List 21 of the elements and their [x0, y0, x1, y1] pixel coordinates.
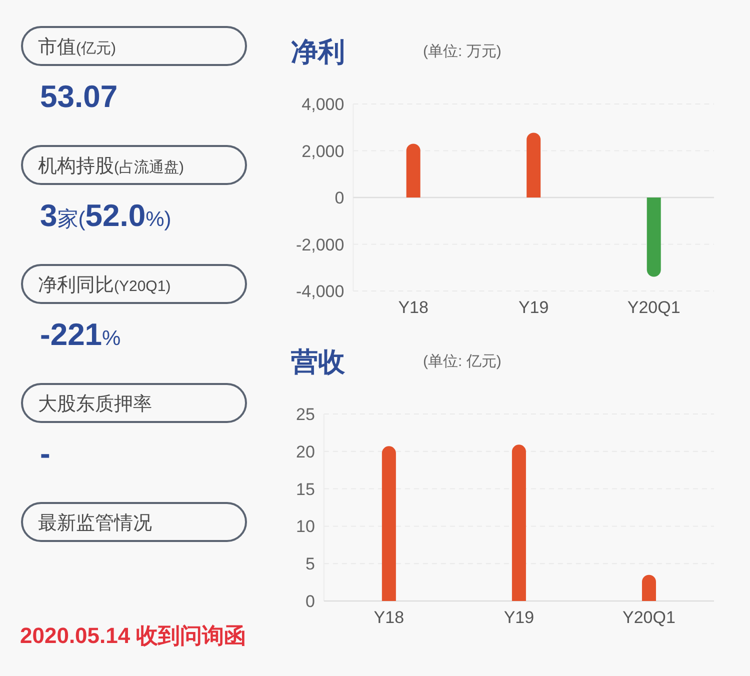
y-tick-label: -4,000 — [296, 282, 344, 301]
chart-subtitle: (单位: 亿元) — [423, 353, 502, 370]
y-tick-label: -2,000 — [296, 235, 344, 254]
y-tick-label: 5 — [305, 554, 315, 574]
y-tick-label: 25 — [296, 405, 315, 424]
chart-title: 营收 — [290, 347, 346, 377]
x-tick-label: Y18 — [398, 298, 428, 317]
y-tick-label: 10 — [296, 517, 315, 536]
x-tick-label: Y18 — [374, 608, 404, 627]
chart-title: 净利 — [291, 37, 345, 67]
y-tick-label: 0 — [305, 592, 315, 611]
chart-subtitle: (单位: 万元) — [423, 43, 502, 60]
x-tick-label: Y19 — [518, 298, 549, 317]
x-tick-label: Y19 — [504, 608, 534, 627]
y-tick-label: 15 — [296, 480, 315, 499]
y-tick-label: 20 — [296, 442, 315, 462]
y-tick-label: 4,000 — [302, 95, 344, 114]
x-tick-label: Y20Q1 — [622, 608, 676, 627]
x-tick-label: Y20Q1 — [627, 298, 680, 317]
y-tick-label: 0 — [334, 188, 344, 208]
y-tick-label: 2,000 — [302, 142, 344, 161]
